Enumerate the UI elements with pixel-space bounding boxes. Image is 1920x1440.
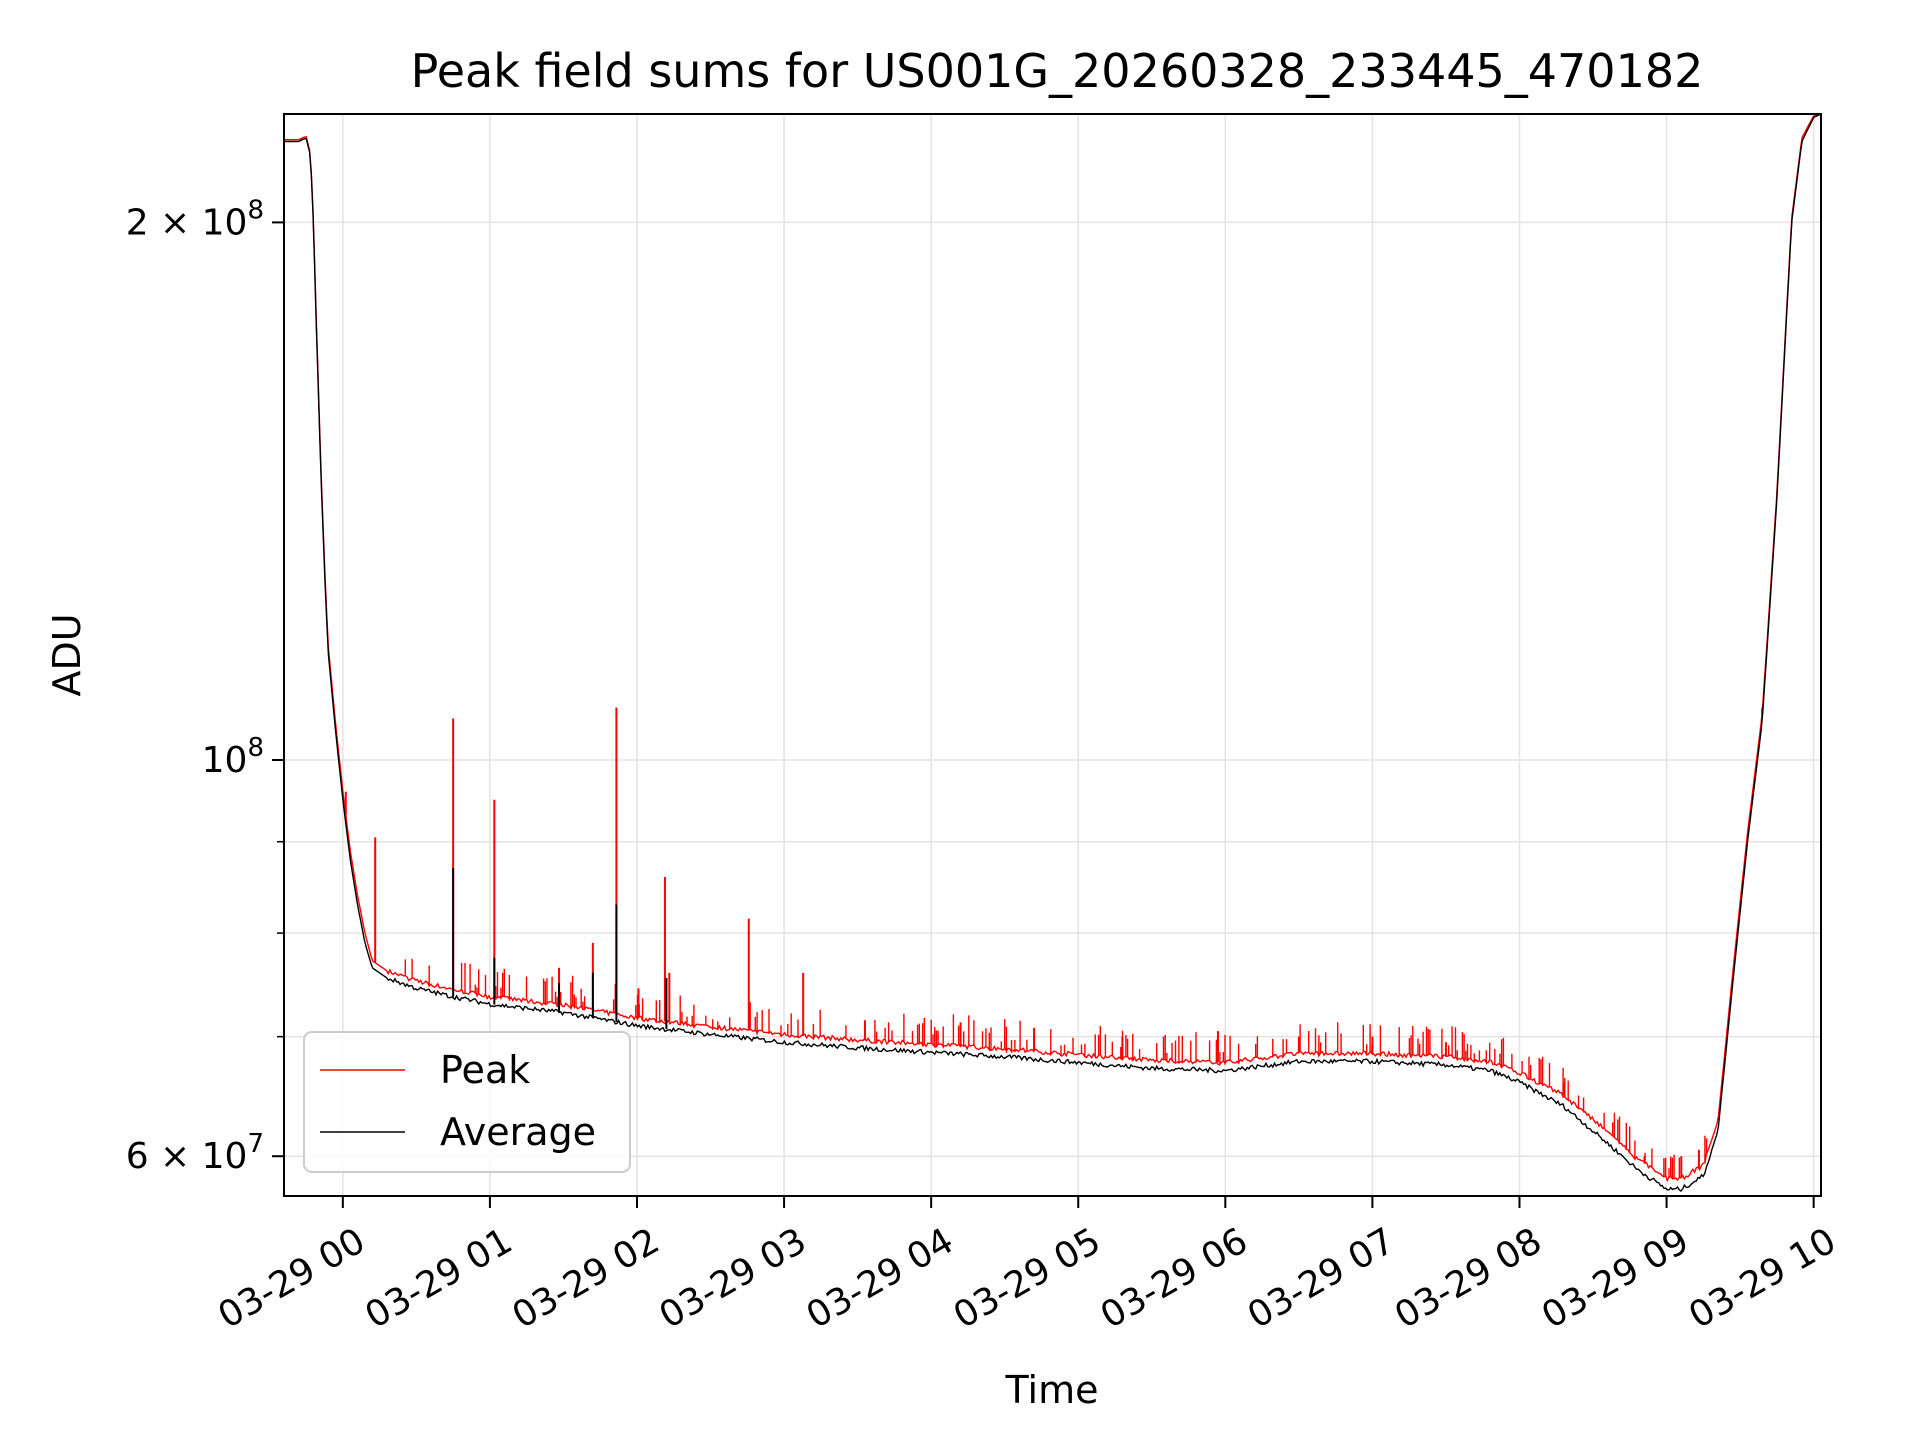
x-axis-label: Time [1005,1368,1099,1412]
legend: Peak Average [303,1031,631,1173]
y-tick-label: 108 [202,733,264,781]
y-axis-label: ADU [45,613,89,696]
legend-box [303,1031,631,1173]
y-tick-label: 6 × 107 [126,1129,264,1177]
chart-title: Peak field sums for US001G_20260328_2334… [411,44,1704,98]
legend-average-label: Average [440,1110,596,1154]
y-tick-label: 2 × 108 [126,195,264,243]
plot-frame [283,113,1822,1197]
legend-peak-label: Peak [440,1048,530,1092]
y-axis-ticks: 6 × 107 108 2 × 108 [126,195,284,1177]
series-average-line [284,114,1821,1192]
series-peak-line [284,114,1821,1183]
plot-data [284,114,1821,1192]
